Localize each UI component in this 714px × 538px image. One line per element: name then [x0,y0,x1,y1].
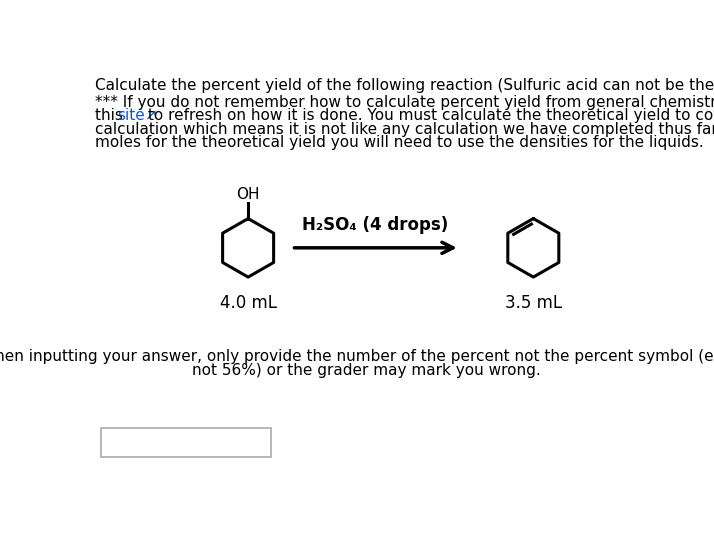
Text: site↗: site↗ [117,109,158,123]
Text: this: this [96,109,129,123]
Text: OH: OH [236,187,260,202]
Text: moles for the theoretical yield you will need to use the densities for the liqui: moles for the theoretical yield you will… [96,134,704,150]
Text: H₂SO₄ (4 drops): H₂SO₄ (4 drops) [303,216,448,234]
Text: not 56%) or the grader may mark you wrong.: not 56%) or the grader may mark you wron… [191,363,540,378]
Text: calculation which means it is not like any calculation we have completed thus fa: calculation which means it is not like a… [96,122,714,137]
Bar [101,428,271,457]
Text: When inputting your answer, only provide the number of the percent not the perce: When inputting your answer, only provide… [0,350,714,364]
Text: to refresh on how it is done. You must calculate the theoretical yield to comple: to refresh on how it is done. You must c… [143,109,714,123]
Text: 4.0 mL: 4.0 mL [220,294,276,312]
Text: *** If you do not remember how to calculate percent yield from general chemistry: *** If you do not remember how to calcul… [96,95,714,110]
Text: Calculate the percent yield of the following reaction (Sulfuric acid can not be : Calculate the percent yield of the follo… [96,79,714,94]
Text: 3.5 mL: 3.5 mL [505,294,562,312]
